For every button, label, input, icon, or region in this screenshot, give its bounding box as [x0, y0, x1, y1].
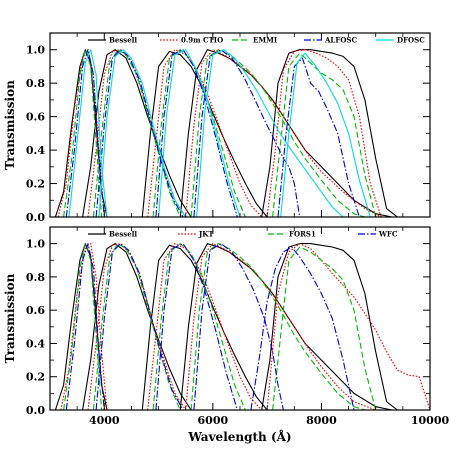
top-legend: Bessell 0.9m CTIO EMMI ALFOSC DFOSC: [88, 36, 425, 45]
top-series-dfosc: [68, 49, 371, 217]
filter-curve: [196, 49, 344, 217]
filter-curve: [193, 243, 284, 410]
bottom-plot-frame: [49, 226, 431, 411]
filter-curve: [65, 49, 105, 217]
legend-label: FORS1: [289, 230, 316, 239]
filter-curve: [272, 52, 377, 217]
top-curves: [54, 49, 398, 217]
y-tick-label: 0.6: [26, 111, 45, 124]
y-tick-label: 0.8: [26, 77, 45, 90]
filter-curve: [261, 243, 398, 410]
filter-curve: [266, 243, 430, 410]
filter-curve: [280, 52, 371, 217]
top-series-bessell: [54, 49, 398, 217]
filter-curve: [63, 243, 103, 410]
filter-curve: [147, 49, 263, 217]
bottom-curves: [54, 243, 430, 410]
filter-curve: [95, 243, 184, 410]
x-axis-label: Wavelength (Å): [187, 429, 291, 444]
filter-curve: [92, 49, 181, 217]
legend-label: 0.9m CTIO: [181, 36, 223, 45]
legend-label: Bessell: [109, 230, 137, 239]
top-series-emmi: [63, 49, 377, 217]
filter-curve: [65, 243, 105, 410]
x-tick-label: 6000: [198, 414, 229, 427]
filter-curve: [63, 49, 103, 217]
filter-curve: [261, 49, 398, 217]
top-y-axis-label: Transmission: [3, 80, 17, 170]
bottom-series-jkt: [60, 243, 430, 410]
filter-curve: [190, 243, 366, 410]
filter-curve: [185, 243, 376, 410]
filter-curve: [95, 49, 184, 217]
filter-curve: [272, 246, 377, 410]
y-tick-label: 0.6: [26, 304, 45, 317]
legend-label: WFC: [378, 230, 398, 239]
y-tick-label: 1.0: [26, 238, 45, 251]
filter-curve: [152, 49, 246, 217]
legend-label: EMMI: [253, 36, 277, 45]
filter-curve: [266, 49, 382, 217]
legend-label: ALFOSC: [324, 36, 357, 45]
y-tick-label: 0.8: [26, 271, 45, 284]
filter-curve: [152, 243, 246, 410]
filter-curve: [141, 244, 268, 410]
legend-label: JKT: [198, 230, 214, 239]
top-series-0-9m-ctio: [57, 49, 382, 217]
bottom-series-fors1: [63, 243, 377, 410]
filter-curve: [92, 243, 181, 410]
legend-label: Bessell: [109, 36, 137, 45]
top-plot-frame: [49, 32, 431, 218]
filter-curve: [250, 246, 355, 410]
filter-curve: [190, 49, 366, 217]
y-tick-label: 0.0: [26, 404, 45, 417]
bottom-series-bessell: [54, 243, 398, 410]
y-tick-label: 0.2: [26, 178, 45, 191]
top-panel: 0.0 0.2 0.4 0.6 0.8 1.0 Transmission Bessell 0.9…: [3, 32, 431, 224]
top-series-alfosc: [65, 49, 360, 217]
filter-curve: [179, 49, 393, 217]
y-tick-label: 0.0: [26, 211, 45, 224]
filter-curve: [158, 49, 241, 217]
y-tick-label: 0.4: [26, 144, 45, 157]
filter-curve: [155, 49, 238, 217]
filter-curve: [179, 243, 393, 410]
filter-curve: [277, 57, 360, 217]
filter-curve: [60, 243, 108, 410]
y-tick-label: 0.4: [26, 337, 45, 350]
bottom-y-axis-label: Transmission: [3, 273, 17, 363]
x-tick-label: 8000: [306, 414, 337, 427]
y-tick-label: 0.2: [26, 371, 45, 384]
filter-curve: [147, 243, 263, 410]
x-tick-label: 4000: [89, 414, 120, 427]
bottom-panel: 0.0 0.2 0.4 0.6 0.8 1.0 4000 6000 8000 10000 Trans…: [3, 226, 450, 444]
bottom-series-wfc: [65, 243, 355, 410]
filter-curve: [155, 243, 238, 410]
bottom-legend: Bessell JKT FORS1 WFC: [88, 230, 398, 239]
x-tick-label: 10000: [411, 414, 450, 427]
y-tick-label: 1.0: [26, 44, 45, 57]
filter-curve: [98, 49, 187, 217]
legend-label: DFOSC: [397, 36, 425, 45]
filter-curve: [68, 49, 108, 217]
filter-curve: [141, 50, 268, 217]
